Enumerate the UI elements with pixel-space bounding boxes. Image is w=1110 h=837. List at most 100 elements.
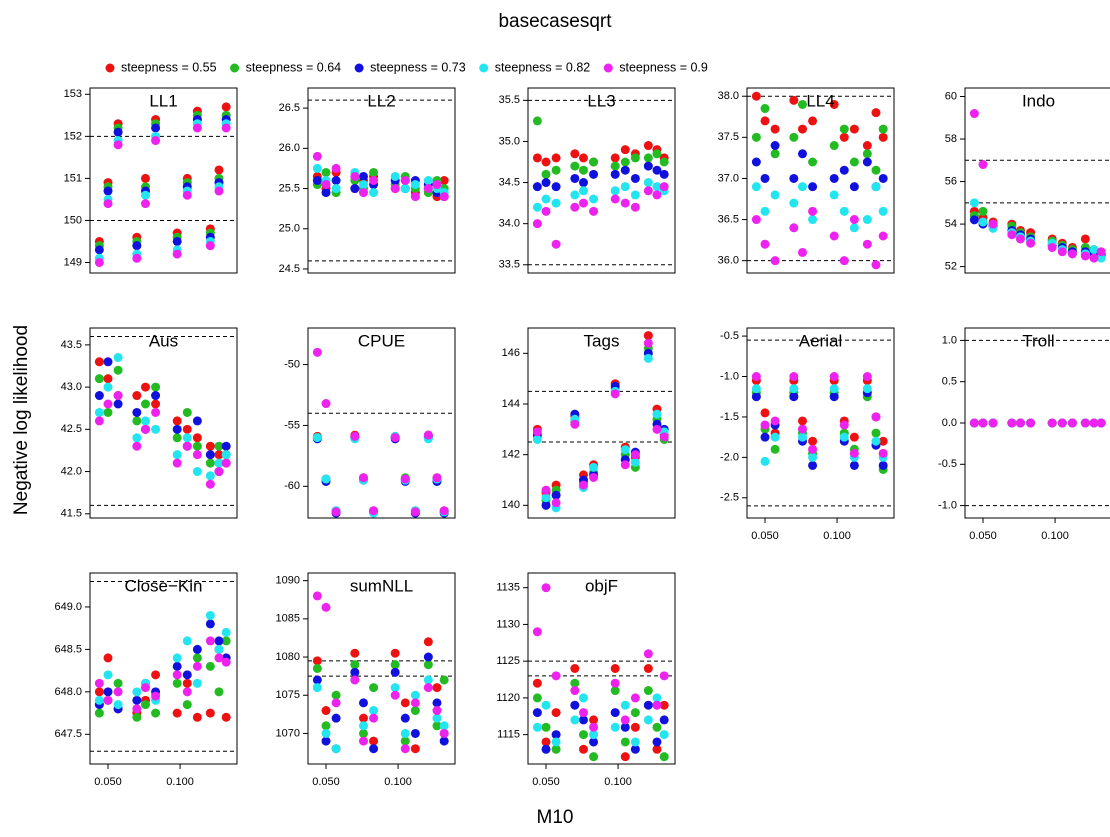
- panel-frame: [307, 87, 456, 274]
- point: [172, 653, 182, 663]
- point: [797, 247, 807, 257]
- point: [192, 433, 202, 443]
- point: [432, 180, 442, 190]
- point: [331, 163, 341, 173]
- point: [410, 192, 420, 202]
- point: [400, 474, 410, 484]
- y-tick-label: 153: [64, 88, 82, 100]
- point: [551, 744, 561, 754]
- point: [358, 698, 368, 708]
- point: [113, 687, 123, 697]
- point: [643, 715, 653, 725]
- point: [797, 424, 807, 434]
- point: [140, 683, 150, 693]
- point: [760, 456, 770, 466]
- point: [532, 708, 542, 718]
- point: [659, 715, 669, 725]
- point: [610, 708, 620, 718]
- y-tick-label: 649.0: [54, 601, 82, 613]
- point: [978, 418, 988, 428]
- point: [551, 730, 561, 740]
- point: [643, 141, 653, 151]
- y-tick-label: 648.0: [54, 686, 82, 698]
- point: [630, 457, 640, 467]
- panel: [528, 583, 675, 762]
- point: [871, 428, 881, 438]
- point: [862, 141, 872, 151]
- point: [151, 382, 161, 392]
- point: [103, 199, 113, 209]
- point: [770, 149, 780, 159]
- point: [620, 700, 630, 710]
- panel-frame: [746, 87, 895, 274]
- point: [610, 678, 620, 688]
- point: [205, 661, 215, 671]
- point: [132, 407, 142, 417]
- point: [358, 713, 368, 723]
- point: [789, 392, 799, 402]
- point: [589, 730, 599, 740]
- point: [551, 182, 561, 192]
- point: [978, 217, 988, 227]
- point: [432, 713, 442, 723]
- point: [321, 721, 331, 731]
- point: [321, 736, 331, 746]
- point: [659, 700, 669, 710]
- point: [969, 109, 979, 119]
- point: [551, 737, 561, 747]
- point: [432, 698, 442, 708]
- point: [439, 192, 449, 202]
- point: [113, 127, 123, 137]
- point: [652, 190, 662, 200]
- panel-frame: [307, 572, 456, 765]
- point: [570, 678, 580, 688]
- point: [570, 173, 580, 183]
- point: [541, 169, 551, 179]
- point: [630, 744, 640, 754]
- point: [760, 408, 770, 418]
- point: [862, 372, 872, 382]
- point: [1057, 418, 1067, 428]
- point: [570, 686, 580, 696]
- point: [620, 445, 630, 455]
- y-tick-label: 0.5: [942, 376, 957, 388]
- point: [221, 636, 231, 646]
- point: [878, 132, 888, 142]
- panel: [747, 339, 894, 507]
- point: [789, 223, 799, 233]
- point: [312, 664, 322, 673]
- legend-marker: [230, 63, 240, 73]
- point: [205, 458, 215, 468]
- point: [312, 683, 322, 693]
- point: [172, 249, 182, 259]
- point: [829, 173, 839, 183]
- point: [630, 153, 640, 163]
- point: [423, 184, 433, 194]
- point: [808, 116, 818, 126]
- point: [132, 253, 142, 263]
- point: [829, 384, 839, 394]
- point: [221, 712, 231, 722]
- point: [770, 432, 780, 442]
- point: [570, 715, 580, 725]
- point: [871, 108, 881, 118]
- y-tick-label: 149: [64, 256, 82, 268]
- y-tick-label: 1070: [276, 727, 300, 739]
- point: [350, 667, 360, 677]
- point: [578, 186, 588, 196]
- panel-title: LL2: [367, 91, 395, 110]
- point: [331, 176, 341, 185]
- point: [751, 392, 761, 402]
- point: [610, 389, 620, 399]
- y-tick-label: 33.5: [499, 259, 520, 271]
- point: [410, 690, 420, 700]
- point: [532, 627, 542, 637]
- point: [643, 686, 653, 696]
- point: [1089, 418, 1099, 428]
- y-tick-label: -0.5: [720, 330, 739, 342]
- point: [151, 424, 161, 434]
- legend-label: steepness = 0.82: [495, 60, 591, 74]
- point: [432, 683, 442, 693]
- point: [541, 157, 551, 167]
- point: [94, 407, 104, 417]
